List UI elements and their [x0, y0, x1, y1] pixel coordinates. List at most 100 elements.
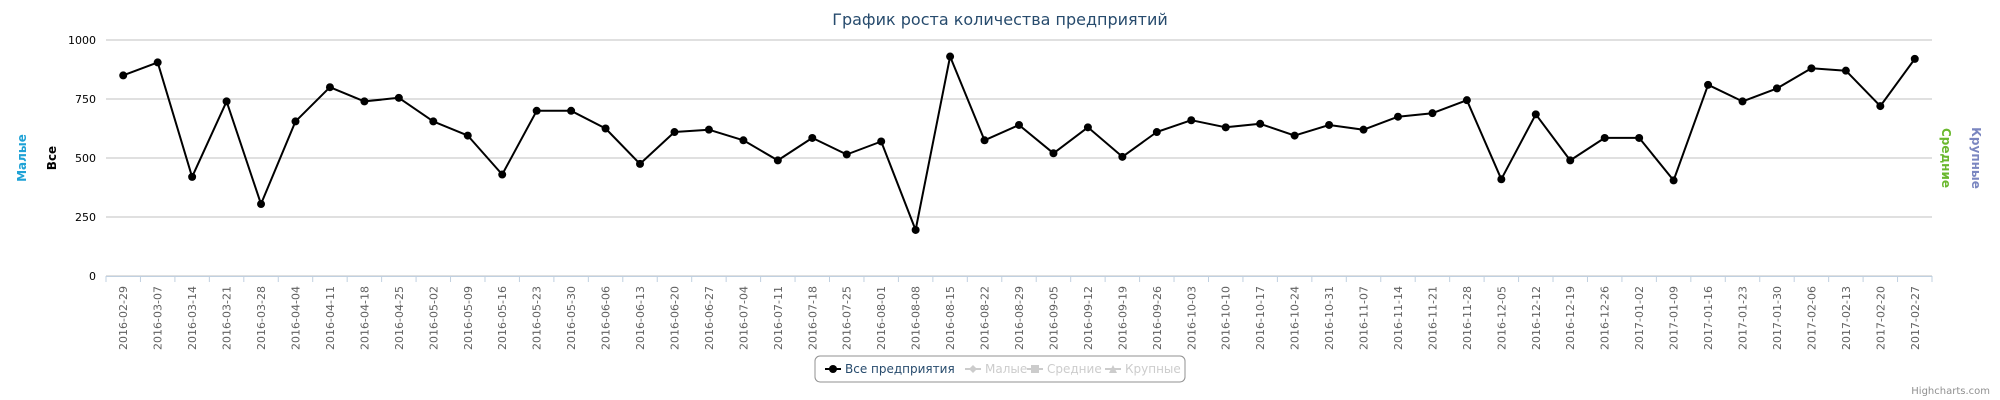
data-point[interactable]	[1669, 176, 1678, 185]
data-point[interactable]	[808, 133, 817, 142]
data-point[interactable]	[1015, 120, 1023, 129]
data-point[interactable]	[532, 106, 541, 115]
x-tick-label: 2016-06-06	[600, 286, 613, 350]
data-point[interactable]	[1152, 128, 1161, 137]
data-point[interactable]	[463, 131, 472, 140]
x-tick-label: 2016-11-28	[1461, 286, 1474, 350]
credits-link[interactable]: Highcharts.com	[1911, 386, 1990, 397]
data-point[interactable]	[188, 172, 197, 181]
series-line	[122, 55, 1916, 231]
data-point[interactable]	[911, 225, 920, 234]
legend: Все предприятия Малые Средние Крупные	[814, 355, 1186, 383]
data-point[interactable]	[1566, 156, 1575, 165]
data-point[interactable]	[1049, 149, 1058, 158]
x-tick-label: 2016-10-24	[1289, 286, 1302, 350]
legend-box	[814, 355, 1186, 383]
data-point[interactable]	[1359, 125, 1368, 134]
data-point[interactable]	[1083, 123, 1092, 132]
triangle-marker-icon	[1109, 365, 1117, 373]
x-tick-label: 2017-02-20	[1874, 286, 1887, 350]
diamond-marker-icon	[969, 365, 977, 373]
data-point[interactable]	[1704, 80, 1713, 89]
data-point[interactable]	[739, 136, 748, 145]
x-tick-label: 2016-06-27	[703, 286, 716, 350]
x-tick-label: 2016-05-23	[531, 286, 544, 350]
data-point[interactable]	[429, 117, 438, 126]
data-point[interactable]	[1600, 133, 1609, 142]
legend-label: Средние	[1047, 362, 1102, 376]
data-point[interactable]	[704, 125, 713, 134]
data-point[interactable]	[1325, 120, 1334, 129]
data-point[interactable]	[1910, 54, 1919, 63]
x-tick-labels: 2016-02-29 2016-03-07 2016-03-14 2016-03-21…	[117, 286, 1922, 350]
legend-item[interactable]: Средние	[1027, 362, 1102, 376]
data-point[interactable]	[1187, 116, 1196, 125]
data-point[interactable]	[1876, 102, 1885, 111]
data-point[interactable]	[636, 159, 645, 168]
x-tick-label: 2016-12-05	[1495, 286, 1508, 350]
data-point[interactable]	[1462, 96, 1471, 105]
grid-lines	[106, 39, 1932, 277]
data-point[interactable]	[1118, 152, 1127, 161]
x-tick-label: 2016-12-12	[1530, 286, 1543, 350]
data-point[interactable]	[257, 200, 266, 209]
x-tick-label: 2016-06-13	[634, 286, 647, 350]
data-point[interactable]	[1256, 119, 1265, 128]
data-point[interactable]	[1290, 131, 1299, 140]
data-point[interactable]	[670, 128, 679, 137]
square-marker-icon	[1031, 365, 1039, 373]
x-tick-label: 2016-09-19	[1116, 286, 1129, 350]
data-point[interactable]	[498, 170, 507, 179]
legend-label: Крупные	[1125, 362, 1181, 376]
data-point[interactable]	[567, 106, 576, 115]
x-tick-label: 2016-09-26	[1151, 286, 1164, 350]
data-point[interactable]	[153, 58, 162, 67]
data-point[interactable]	[1807, 64, 1816, 73]
y-tick-label: 0	[89, 270, 96, 283]
data-point[interactable]	[1393, 112, 1402, 121]
data-point[interactable]	[222, 97, 231, 106]
data-point[interactable]	[1428, 109, 1437, 118]
series-all-enterprises	[119, 52, 1919, 234]
x-tick-label: 2016-08-29	[1013, 286, 1026, 350]
legend-label: Малые	[985, 362, 1027, 376]
x-tick-label: 2016-05-16	[496, 286, 509, 350]
data-point[interactable]	[360, 97, 369, 106]
data-point[interactable]	[773, 156, 782, 165]
data-point[interactable]	[601, 124, 610, 133]
data-point[interactable]	[946, 52, 955, 61]
y-tick-label: 750	[75, 93, 96, 106]
data-point[interactable]	[119, 71, 128, 80]
data-point[interactable]	[325, 83, 334, 92]
data-point[interactable]	[1841, 66, 1850, 75]
x-tick-label: 2017-02-13	[1840, 286, 1853, 350]
x-tick-label: 2017-01-02	[1633, 286, 1646, 350]
data-point[interactable]	[291, 117, 300, 126]
data-point[interactable]	[980, 136, 989, 145]
x-tick-label: 2016-07-25	[841, 286, 854, 350]
x-tick-label: 2017-02-06	[1805, 286, 1818, 350]
data-point[interactable]	[1221, 123, 1230, 132]
x-tick-label: 2016-05-02	[427, 286, 440, 350]
circle-marker-icon	[829, 365, 837, 373]
data-point[interactable]	[1738, 97, 1747, 106]
x-tick-label: 2016-07-04	[737, 286, 750, 350]
x-tick-label: 2016-11-21	[1426, 286, 1439, 350]
y-tick-label: 1000	[68, 34, 96, 47]
chart-title: График роста количества предприятий	[832, 10, 1168, 29]
data-point[interactable]	[842, 150, 851, 159]
data-point[interactable]	[1635, 133, 1644, 142]
x-tick-label: 2016-10-17	[1254, 286, 1267, 350]
legend-item[interactable]: Крупные	[1105, 362, 1181, 376]
x-tick-label: 2016-03-14	[186, 286, 199, 350]
legend-item[interactable]: Все предприятия	[825, 362, 955, 376]
data-point[interactable]	[1497, 175, 1506, 184]
y-axis-title: Малые	[15, 134, 29, 182]
data-point[interactable]	[1772, 84, 1781, 93]
data-point[interactable]	[394, 93, 403, 102]
x-tick-label: 2016-08-15	[944, 286, 957, 350]
data-point[interactable]	[877, 137, 886, 146]
legend-item[interactable]: Малые	[965, 362, 1027, 376]
data-point[interactable]	[1531, 110, 1540, 119]
